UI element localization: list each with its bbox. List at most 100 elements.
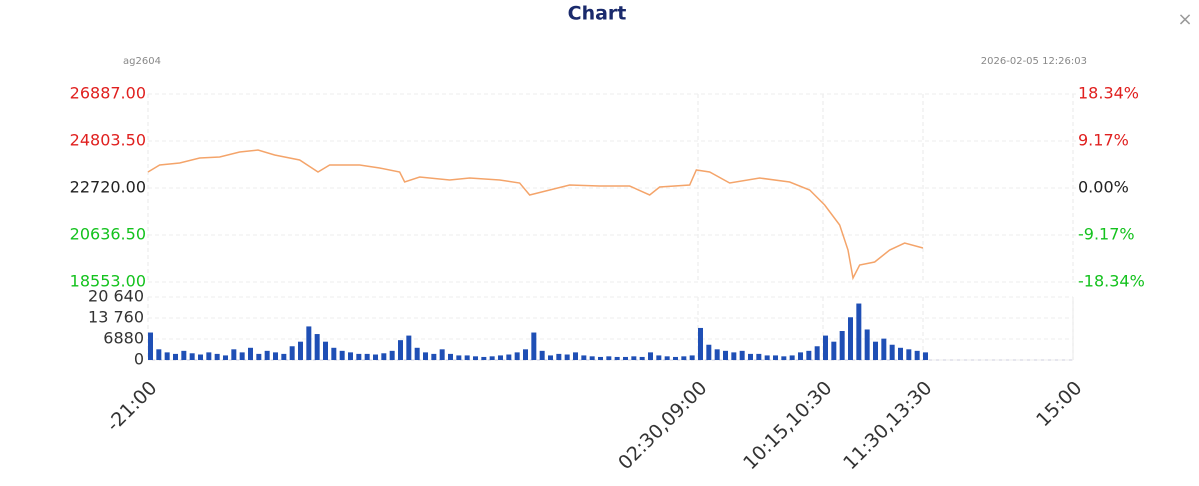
volume-bar <box>406 335 412 360</box>
x-tick-label: -21:00 <box>102 377 161 436</box>
volume-bar <box>298 341 303 360</box>
volume-bar <box>198 354 203 360</box>
y-tick-label: 18553.00 <box>70 272 146 291</box>
volume-bar <box>156 349 162 360</box>
volume-bar <box>773 355 778 360</box>
volume-bar <box>889 344 895 360</box>
volume-bar <box>148 332 153 360</box>
volume-bar <box>706 344 712 360</box>
volume-bar <box>914 350 920 360</box>
volume-bar <box>864 329 870 360</box>
volume-bar <box>173 353 178 360</box>
volume-bar <box>573 352 578 360</box>
y2-tick-label: 18.34% <box>1078 84 1139 103</box>
volume-bar <box>264 350 270 360</box>
x-tick-label: 11:30,13:30 <box>839 377 936 474</box>
volume-bar <box>898 347 903 360</box>
volume-bar <box>231 349 237 360</box>
volume-bar <box>631 356 637 360</box>
volume-bar <box>781 356 787 360</box>
volume-bar <box>723 350 728 360</box>
volume-bar <box>389 350 395 360</box>
volume-bar <box>798 352 803 360</box>
volume-bar <box>823 335 828 360</box>
price-line <box>147 149 924 281</box>
volume-bar <box>248 347 253 360</box>
x-tick-label: 02:30,09:00 <box>614 377 711 474</box>
volume-bar <box>364 353 370 360</box>
volume-bar <box>181 350 187 360</box>
volume-bar <box>606 356 612 360</box>
x-tick-label: 10:15,10:30 <box>739 377 836 474</box>
volume-bar <box>431 353 437 360</box>
volume-bar <box>306 326 312 360</box>
volume-bar <box>556 353 562 360</box>
y-tick-label: 20636.50 <box>70 225 146 244</box>
volume-bar <box>514 352 520 360</box>
volume-bar <box>806 350 812 360</box>
volume-bar <box>648 352 653 360</box>
volume-bar <box>523 349 528 360</box>
volume-bar <box>356 353 362 360</box>
volume-bar <box>739 350 745 360</box>
volume-bar <box>839 331 845 360</box>
x-tick-label: 15:00 <box>1032 377 1086 431</box>
volume-bar <box>848 317 853 360</box>
volume-tick-label: 20 640 <box>88 287 144 306</box>
volume-bar <box>856 303 862 360</box>
volume-bar <box>748 353 753 360</box>
volume-bar <box>239 352 245 360</box>
volume-bar <box>289 346 295 360</box>
volume-bar <box>281 353 287 360</box>
volume-bar <box>731 352 737 360</box>
volume-bar <box>323 341 328 360</box>
volume-bar <box>656 355 662 360</box>
y-tick-label: 26887.00 <box>70 84 146 103</box>
y2-tick-label: -18.34% <box>1078 272 1145 291</box>
volume-bar <box>539 350 545 360</box>
volume-bar <box>214 353 220 360</box>
volume-bar <box>223 355 228 360</box>
volume-bar <box>681 356 687 360</box>
volume-bar <box>598 356 603 360</box>
volume-bar <box>498 355 503 360</box>
volume-bar <box>448 353 453 360</box>
volume-bar <box>756 353 762 360</box>
volume-bar <box>673 356 678 360</box>
volume-bar <box>814 346 820 360</box>
volume-bar <box>314 334 320 360</box>
volume-bar <box>164 352 170 360</box>
volume-bar <box>473 356 478 360</box>
volume-bar <box>398 340 403 360</box>
volume-bar <box>348 352 353 360</box>
volume-bar <box>256 353 262 360</box>
volume-bar <box>923 352 928 360</box>
volume-bar <box>339 350 345 360</box>
volume-bar <box>273 352 278 360</box>
volume-bar <box>206 352 212 360</box>
volume-tick-label: 13 760 <box>88 308 144 327</box>
volume-bar <box>689 355 695 360</box>
close-button[interactable]: × <box>1177 9 1192 30</box>
volume-bar <box>564 354 570 360</box>
volume-bar <box>831 341 837 360</box>
volume-bar <box>623 356 628 360</box>
chart-title: Chart <box>568 3 627 25</box>
volume-bar <box>489 356 495 360</box>
volume-bar <box>614 356 620 360</box>
volume-bar <box>548 355 553 360</box>
volume-bar <box>906 349 912 360</box>
volume-bar <box>381 353 387 360</box>
volume-bar <box>506 354 512 360</box>
volume-bar <box>439 349 445 360</box>
y2-tick-label: -9.17% <box>1078 225 1135 244</box>
volume-bar <box>373 354 378 360</box>
y-tick-label: 22720.00 <box>70 178 146 197</box>
symbol: ag2604 <box>123 56 161 67</box>
volume-bar <box>189 353 195 360</box>
volume-bar <box>714 349 720 360</box>
volume-bar <box>698 327 703 360</box>
timestamp: 2026-02-05 12:26:03 <box>981 56 1087 67</box>
y-tick-label: 24803.50 <box>70 131 146 150</box>
